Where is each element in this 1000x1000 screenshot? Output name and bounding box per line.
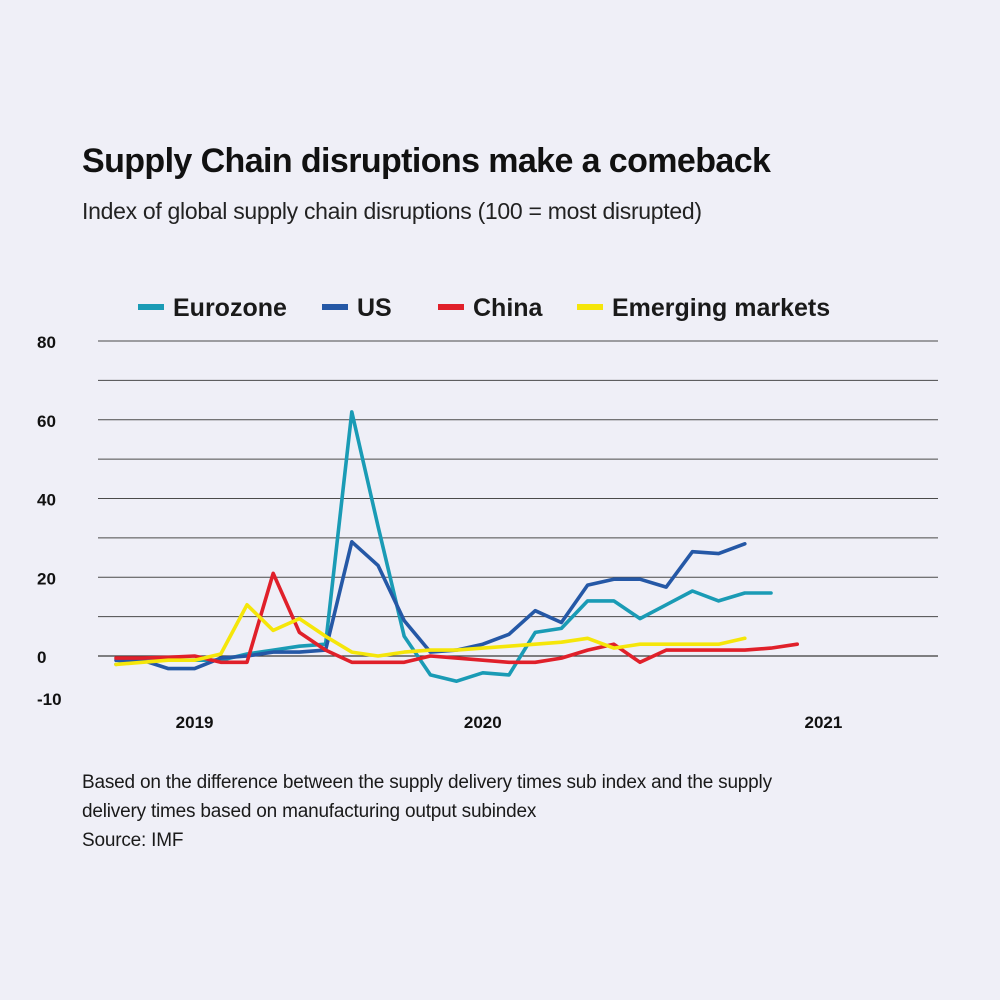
x-tick-label: 2019 xyxy=(176,713,214,732)
series-line-eurozone xyxy=(114,410,773,684)
series-line-emerging-markets xyxy=(114,602,747,667)
footnote: Based on the difference between the supp… xyxy=(82,768,862,855)
series-line-us xyxy=(114,539,747,671)
series-line-china xyxy=(114,571,800,665)
y-tick-label: 0 xyxy=(37,648,46,667)
chart-title: Supply Chain disruptions make a comeback xyxy=(82,142,771,180)
y-tick-label: -10 xyxy=(37,690,62,709)
source-note: Source: IMF xyxy=(82,830,184,851)
y-tick-label: 60 xyxy=(37,412,56,431)
series-lines xyxy=(114,410,800,684)
y-tick-label: 20 xyxy=(37,569,56,588)
footnote-line: delivery times based on manufacturing ou… xyxy=(82,801,537,822)
x-tick-label: 2021 xyxy=(804,713,842,732)
legend-label: Emerging markets xyxy=(612,294,830,322)
legend-label: China xyxy=(473,294,544,322)
legend-label: US xyxy=(357,294,392,322)
y-axis-ticks: 80 60 40 20 0 -10 xyxy=(37,333,62,709)
footnote-line: Based on the difference between the supp… xyxy=(82,772,772,793)
y-tick-label: 40 xyxy=(37,491,56,510)
gridlines xyxy=(98,340,938,657)
legend-label: Eurozone xyxy=(173,294,287,322)
x-axis-ticks: 2019 2020 2021 xyxy=(176,713,843,732)
chart-subtitle: Index of global supply chain disruptions… xyxy=(82,198,702,224)
legend: Eurozone US China Emerging markets xyxy=(138,294,830,322)
x-tick-label: 2020 xyxy=(464,713,502,732)
y-tick-label: 80 xyxy=(37,333,56,352)
